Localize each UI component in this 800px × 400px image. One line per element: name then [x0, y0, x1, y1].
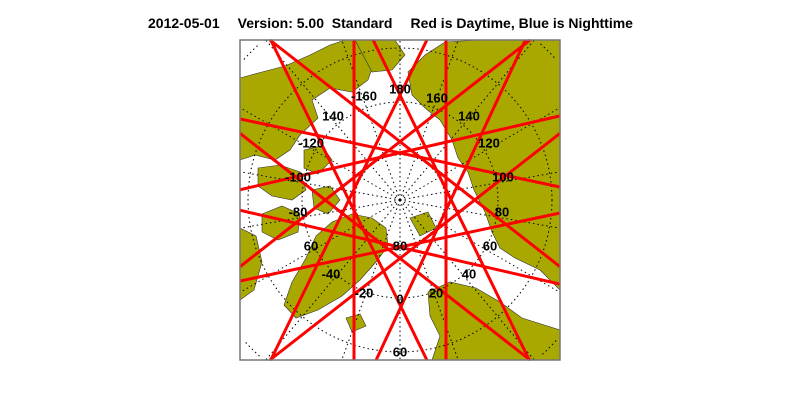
- meridian-line: [341, 199, 401, 361]
- lon-label-60: 60: [483, 238, 497, 253]
- day-track-segment: [239, 208, 561, 286]
- meridian-line: [399, 39, 459, 201]
- meridian-line: [265, 199, 401, 361]
- meridian-line: [399, 199, 535, 361]
- day-track-segment: [269, 132, 561, 362]
- lon-label-40: 40: [462, 266, 476, 281]
- lon-label-20: 20: [429, 285, 443, 300]
- lon-label-140: 140: [458, 108, 480, 123]
- meridian-line: [399, 171, 561, 201]
- meridian-line: [341, 39, 401, 201]
- day-track-segment: [239, 132, 531, 362]
- latitude-circle: [540, 340, 557, 357]
- land-polygon: [283, 213, 389, 319]
- lon-label-m140: 140: [322, 108, 344, 123]
- lon-label-100: 100: [492, 169, 514, 184]
- meridian-line: [239, 171, 401, 201]
- day-track-segment: [239, 117, 561, 189]
- plot-title: 2012-05-01 Version: 5.00 Standard Red is D…: [148, 15, 651, 31]
- north-pole-marker: [398, 198, 402, 202]
- lon-label-180: 180: [389, 81, 411, 96]
- legend-text: Red is Daytime, Blue is Nighttime: [410, 15, 633, 31]
- meridian-line: [399, 39, 535, 201]
- lon-label-m40: -40: [322, 266, 341, 281]
- version-label: Version: 5.00 Standard: [237, 15, 393, 31]
- lon-label-80: 80: [495, 204, 509, 219]
- lat-label-80: 80: [393, 238, 407, 253]
- meridian-line: [239, 107, 401, 201]
- lon-label-m160: -160: [351, 88, 377, 103]
- lon-label-0: 0: [396, 291, 403, 306]
- satellite-tracks: [239, 38, 561, 362]
- latitude-circle: [243, 43, 260, 60]
- meridian-line: [265, 39, 401, 201]
- day-track-segment: [269, 39, 429, 361]
- meridian-line: [399, 199, 561, 229]
- meridian-line: [239, 199, 401, 229]
- date-label: 2012-05-01: [148, 15, 220, 31]
- lat-label-60: 60: [393, 344, 407, 359]
- lon-label-m100: -100: [285, 169, 311, 184]
- latitude-circle: [540, 43, 557, 60]
- latitude-circle: [247, 47, 553, 353]
- lon-label-m120: -120: [298, 135, 324, 150]
- lon-label-m20: -20: [355, 285, 374, 300]
- meridian-line: [239, 199, 401, 293]
- lon-label-160: 160: [426, 90, 448, 105]
- lon-label-120: 120: [478, 135, 500, 150]
- day-track-segment: [269, 38, 561, 268]
- latitude-circle: [301, 101, 499, 299]
- meridian-line: [399, 199, 459, 361]
- lon-label-m80: -80: [289, 204, 308, 219]
- lon-label-m60: 60: [304, 238, 318, 253]
- day-track-segment: [239, 38, 531, 268]
- latitude-circle: [243, 340, 260, 357]
- land-polygon: [409, 211, 437, 237]
- day-track-segment: [371, 39, 531, 361]
- land-polygon: [261, 205, 301, 241]
- map-frame: [239, 39, 561, 361]
